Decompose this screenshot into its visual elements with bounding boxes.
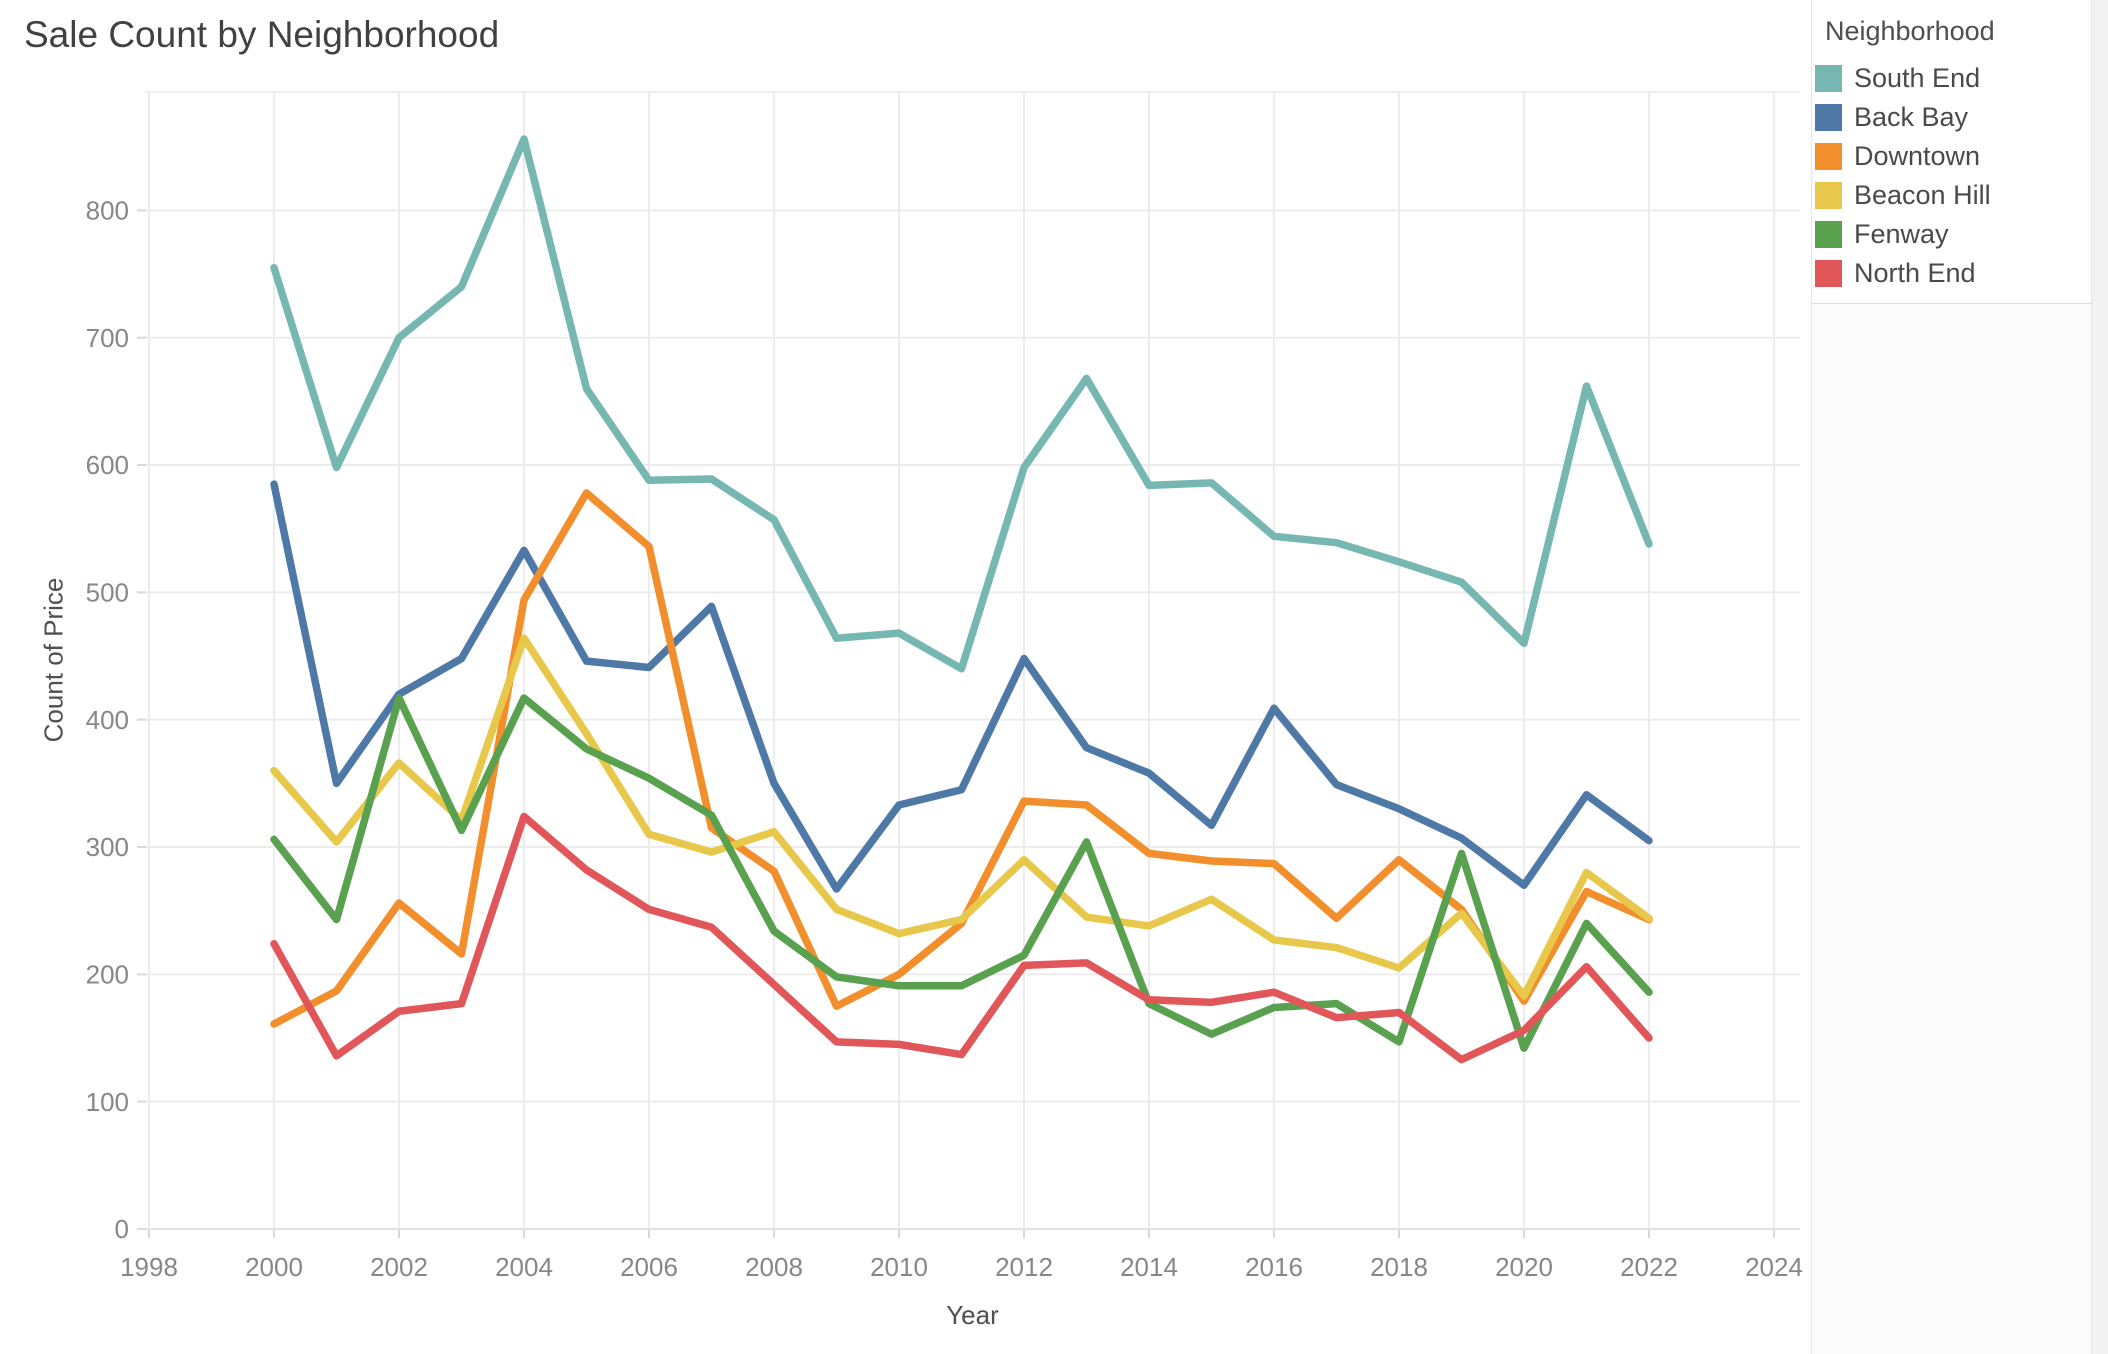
legend-item-label: Fenway <box>1854 219 1949 249</box>
y-tick-label-800: 800 <box>86 195 129 225</box>
x-tick-label-2012: 2012 <box>995 1252 1053 1282</box>
y-tick-label-600: 600 <box>86 450 129 480</box>
north-end-swatch-icon <box>1815 260 1842 287</box>
x-tick-label-2018: 2018 <box>1370 1252 1428 1282</box>
legend-item-beacon-hill[interactable]: Beacon Hill <box>1812 176 2108 215</box>
legend-item-label: South End <box>1854 63 1981 93</box>
y-tick-label-500: 500 <box>86 577 129 607</box>
legend-item-fenway[interactable]: Fenway <box>1812 215 2108 254</box>
legend-scrollbar[interactable] <box>2091 0 2108 1354</box>
legend-item-back-bay[interactable]: Back Bay <box>1812 98 2108 137</box>
x-tick-label-2004: 2004 <box>495 1252 553 1282</box>
series-line-north-end[interactable] <box>270 812 1653 1064</box>
beacon-hill-swatch-icon <box>1815 182 1842 209</box>
x-tick-label-1998: 1998 <box>120 1252 178 1282</box>
back-bay-swatch-icon <box>1815 104 1842 131</box>
x-tick-label-2002: 2002 <box>370 1252 428 1282</box>
y-tick-label-300: 300 <box>86 832 129 862</box>
y-tick-label-400: 400 <box>86 705 129 735</box>
x-tick-label-2008: 2008 <box>745 1252 803 1282</box>
legend-item-south-end[interactable]: South End <box>1812 59 2108 98</box>
x-tick-label-2000: 2000 <box>245 1252 303 1282</box>
legend-title: Neighborhood <box>1825 16 1995 46</box>
legend-card: Neighborhood South End Back Bay Downtown Be… <box>1812 0 2108 304</box>
south-end-swatch-icon <box>1815 65 1842 92</box>
legend-item-label: North End <box>1854 258 1976 288</box>
fenway-swatch-icon <box>1815 221 1842 248</box>
downtown-swatch-icon <box>1815 143 1842 170</box>
x-tick-label-2016: 2016 <box>1245 1252 1303 1282</box>
legend-item-label: Back Bay <box>1854 102 1969 132</box>
series-line-south-end[interactable] <box>270 135 1653 673</box>
series-line-beacon-hill[interactable] <box>270 634 1653 1000</box>
y-tick-label-0: 0 <box>115 1214 129 1244</box>
series-line-fenway[interactable] <box>270 694 1653 1052</box>
legend-item-label: Beacon Hill <box>1854 180 1991 210</box>
x-tick-label-2020: 2020 <box>1495 1252 1553 1282</box>
legend-item-north-end[interactable]: North End <box>1812 254 2108 293</box>
legend-panel-empty-area <box>1812 304 2108 1354</box>
legend-panel: Neighborhood South End Back Bay Downtown Be… <box>1811 0 2108 1354</box>
y-tick-label-100: 100 <box>86 1087 129 1117</box>
series-line-back-bay[interactable] <box>270 480 1653 893</box>
legend-item-label: Downtown <box>1854 141 1981 171</box>
legend-item-downtown[interactable]: Downtown <box>1812 137 2108 176</box>
x-tick-label-2024: 2024 <box>1745 1252 1803 1282</box>
legend-items: South End Back Bay Downtown Beacon Hill Fenw… <box>1812 59 2108 293</box>
chart-title: Sale Count by Neighborhood <box>24 14 500 55</box>
x-axis-title: Year <box>946 1300 999 1330</box>
x-tick-label-2010: 2010 <box>870 1252 928 1282</box>
x-tick-label-2014: 2014 <box>1120 1252 1178 1282</box>
x-tick-label-2022: 2022 <box>1620 1252 1678 1282</box>
y-tick-label-700: 700 <box>86 323 129 353</box>
y-tick-label-200: 200 <box>86 959 129 989</box>
x-tick-label-2006: 2006 <box>620 1252 678 1282</box>
